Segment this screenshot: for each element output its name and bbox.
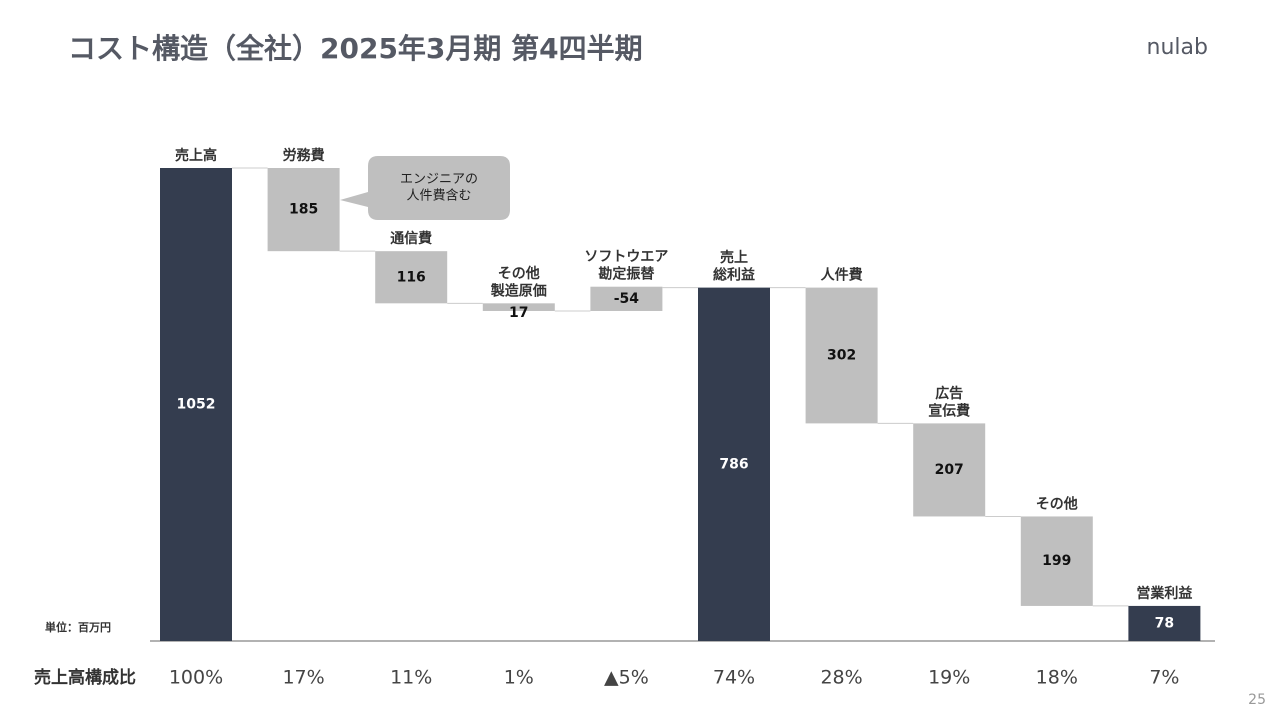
ratio-value: 19% — [928, 667, 970, 689]
ratio-label: 売上高構成比 — [34, 667, 136, 688]
category-label: 売上総利益 — [713, 249, 755, 284]
category-label: 人件費 — [821, 267, 863, 284]
bar — [160, 168, 232, 641]
value-label: -54 — [614, 291, 640, 307]
value-label: 1052 — [177, 397, 216, 413]
logo: nulab — [1147, 35, 1208, 60]
ratio-value: 100% — [169, 667, 223, 689]
bar — [375, 251, 448, 304]
value-label: 116 — [397, 269, 426, 285]
slide-title: コスト構造（全社）2025年3月期 第4四半期 — [68, 32, 643, 65]
bar — [698, 287, 770, 641]
page-number: 25 — [1248, 692, 1266, 708]
category-label: 広告宣伝費 — [928, 385, 970, 420]
bar — [267, 168, 340, 252]
value-label: 17 — [509, 305, 528, 321]
category-label: 労務費 — [283, 147, 325, 164]
category-label: 通信費 — [390, 230, 432, 247]
ratio-value: 74% — [713, 667, 755, 689]
ratio-value: 28% — [820, 667, 862, 689]
category-label: その他製造原価 — [490, 265, 547, 300]
unit-note: 単位：百万円 — [45, 620, 111, 634]
value-label: 302 — [827, 347, 856, 363]
ratio-value: 17% — [282, 667, 324, 689]
ratio-value: 18% — [1036, 667, 1078, 689]
bar — [805, 287, 878, 424]
value-label: 78 — [1155, 615, 1174, 631]
bar — [913, 423, 986, 517]
bar — [482, 303, 555, 311]
bar — [590, 286, 663, 311]
callout-bubble — [340, 156, 510, 220]
value-label: 185 — [289, 202, 318, 218]
value-label: 786 — [719, 456, 748, 472]
value-label: 207 — [935, 462, 964, 478]
category-label: ソフトウエア勘定振替 — [584, 249, 668, 283]
bar — [1020, 516, 1093, 606]
ratio-value: 7% — [1149, 667, 1179, 689]
ratio-value: 1% — [504, 667, 534, 689]
bar — [1128, 605, 1201, 641]
ratio-value: 11% — [390, 667, 432, 689]
category-label: 営業利益 — [1136, 585, 1192, 602]
callout-text: エンジニアの人件費含む — [400, 172, 478, 203]
value-label: 199 — [1042, 553, 1071, 569]
category-label: その他 — [1036, 495, 1078, 512]
category-label: 売上高 — [175, 147, 217, 164]
ratio-value: ▲5% — [604, 667, 649, 689]
